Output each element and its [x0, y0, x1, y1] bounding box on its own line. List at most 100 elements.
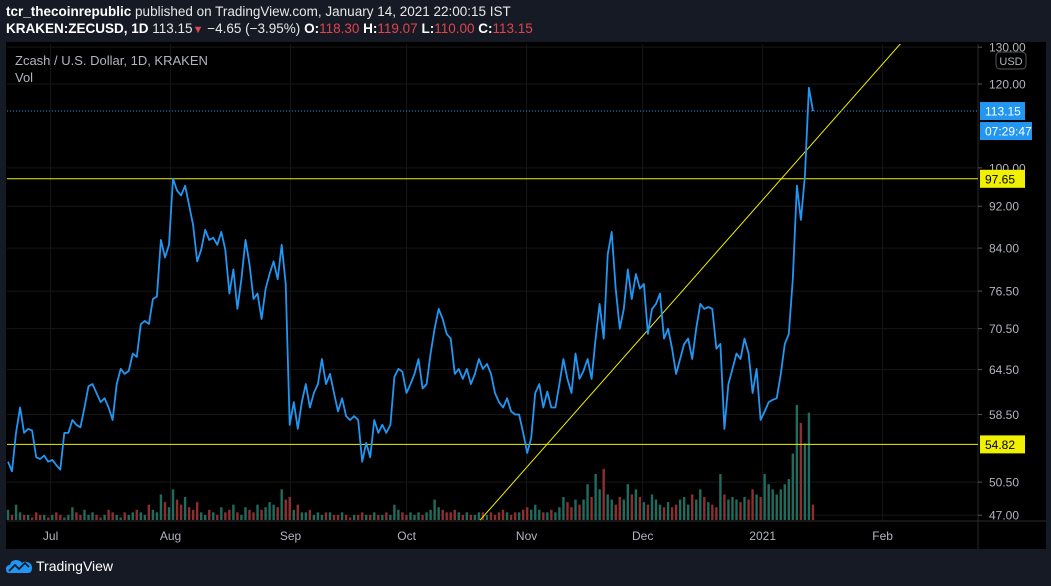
- volume-bar: [530, 509, 533, 520]
- volume-bar: [670, 507, 674, 520]
- volume-bar: [469, 514, 473, 520]
- y-tick-label: 130.00: [989, 41, 1026, 55]
- horizontal-line-price-label: 54.82: [985, 438, 1015, 452]
- volume-bar: [723, 494, 726, 520]
- volume-bar: [14, 504, 18, 520]
- volume-bar: [6, 509, 10, 520]
- volume-bar: [111, 512, 114, 520]
- volume-bar: [534, 504, 537, 520]
- volume-bar: [517, 512, 521, 520]
- volume-bar: [47, 517, 50, 520]
- volume-bar: [674, 504, 678, 520]
- volume-bar: [731, 497, 734, 520]
- close-value: 113.15: [492, 21, 533, 36]
- volume-bar: [614, 504, 617, 520]
- volume-bar: [542, 512, 545, 520]
- volume-bar: [389, 514, 392, 520]
- volume-bar: [232, 504, 235, 520]
- volume-bar: [433, 499, 436, 520]
- price-line-series: [7, 86, 814, 473]
- volume-bar: [799, 422, 803, 520]
- volume-bar: [163, 502, 167, 520]
- low-value: 110.00: [434, 21, 475, 36]
- volume-bar: [123, 512, 126, 520]
- volume-bar: [369, 514, 372, 520]
- volume-bar: [695, 499, 698, 520]
- volume-bar: [300, 512, 304, 520]
- volume-bar: [743, 497, 746, 520]
- volume-bar: [429, 509, 432, 520]
- volume-bar: [775, 494, 778, 520]
- volume-bar: [594, 474, 597, 520]
- close-label: C:: [478, 21, 493, 36]
- volume-bar: [485, 514, 489, 520]
- currency-badge: [995, 51, 1027, 70]
- volume-bar: [216, 514, 219, 520]
- volume-bar: [328, 512, 332, 520]
- x-tick-label: Oct: [397, 529, 416, 543]
- chart-legend-title: Zcash / U.S. Dollar, 1D, KRAKEN: [15, 53, 208, 68]
- volume-bar: [195, 502, 199, 520]
- volume-bar: [224, 512, 227, 520]
- tradingview-logo-icon: [6, 560, 32, 573]
- volume-bar: [807, 412, 811, 520]
- volume-bar: [457, 512, 460, 520]
- volume-bar: [634, 489, 638, 520]
- volume-bar: [71, 507, 74, 520]
- y-tick-label: 76.50: [989, 285, 1019, 299]
- volume-bar: [626, 484, 630, 520]
- bar-countdown-label: 07:29:47: [985, 125, 1032, 139]
- volume-bar: [477, 512, 481, 520]
- volume-bar: [481, 512, 485, 520]
- y-tick-label: 64.50: [989, 363, 1019, 377]
- volume-bar: [75, 512, 78, 520]
- volume-bar: [413, 514, 416, 520]
- volume-bar: [63, 517, 66, 520]
- volume-bar: [610, 499, 613, 520]
- volume-bar: [751, 489, 754, 520]
- volume-bar: [268, 502, 271, 520]
- volume-bar: [18, 512, 22, 520]
- tradingview-brand[interactable]: TradingView: [6, 558, 113, 574]
- chart-area[interactable]: [6, 42, 1046, 549]
- volume-bar: [83, 509, 86, 520]
- volume-bar: [139, 512, 143, 520]
- volume-bar: [115, 514, 118, 520]
- currency-label: USD: [999, 56, 1022, 68]
- volume-bar: [308, 509, 312, 520]
- volume-bar: [87, 514, 90, 520]
- volume-bar: [763, 474, 766, 520]
- volume-bar: [10, 514, 14, 520]
- volume-bar: [332, 514, 336, 520]
- volume-bar: [248, 509, 251, 520]
- volume-bar: [417, 512, 420, 520]
- volume-bar: [791, 453, 795, 520]
- volume-bar: [590, 497, 593, 520]
- volume-bar: [715, 507, 718, 520]
- volume-bar: [228, 509, 231, 520]
- volume-bar: [220, 507, 223, 520]
- horizontal-line-price-label-box: [980, 169, 1025, 188]
- volume-bar: [666, 502, 670, 520]
- high-label: H:: [363, 21, 378, 36]
- volume-bar: [280, 489, 283, 520]
- volume-bar: [284, 499, 287, 520]
- volume-bar: [562, 497, 565, 520]
- volume-bar: [783, 484, 786, 520]
- volume-bar: [505, 512, 509, 520]
- volume-bar: [167, 507, 171, 520]
- volume-bar: [513, 512, 517, 520]
- volume-bar: [441, 509, 444, 520]
- y-tick-label: 120.00: [989, 78, 1026, 92]
- volume-bar: [272, 504, 275, 520]
- y-tick-label: 58.50: [989, 408, 1019, 422]
- volume-bar: [566, 502, 569, 520]
- author[interactable]: tcr_thecoinrepublic: [6, 4, 132, 19]
- volume-bar: [352, 514, 356, 520]
- publish-info: tcr_thecoinrepublic published on Trading…: [6, 4, 511, 19]
- volume-bar: [461, 514, 465, 520]
- volume-bar: [538, 509, 541, 520]
- volume-bar: [727, 499, 730, 520]
- last-price: 113.15: [152, 21, 193, 36]
